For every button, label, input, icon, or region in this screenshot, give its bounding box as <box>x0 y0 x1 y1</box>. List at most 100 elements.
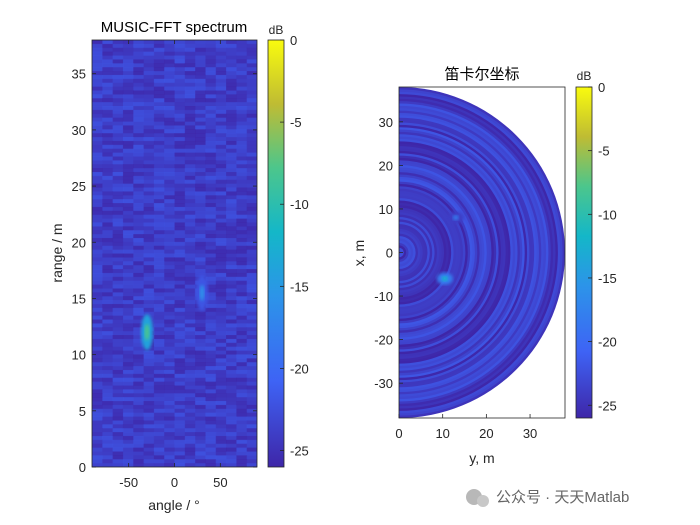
chart-2-colorbar-tick-label: -20 <box>598 335 617 350</box>
chart-1-cell <box>246 74 257 80</box>
chart-1-cell <box>164 47 175 53</box>
chart-1-cell <box>215 401 227 406</box>
chart-1-cell <box>164 203 175 208</box>
chart-1-cell <box>174 342 186 348</box>
chart-1-cell <box>215 249 227 254</box>
chart-1-cell <box>122 397 134 402</box>
chart-1-cell <box>184 102 196 107</box>
chart-1-cell <box>205 113 217 119</box>
chart-1-cell <box>133 463 145 467</box>
chart-1-cell <box>133 319 145 324</box>
chart-1-cell <box>102 117 114 123</box>
chart-1-cell <box>92 144 103 150</box>
chart-1-cell <box>236 331 248 336</box>
chart-1-cell <box>205 323 217 328</box>
chart-1-cell <box>92 195 103 200</box>
chart-1-cell <box>164 397 175 402</box>
chart-1-cell <box>122 307 134 313</box>
chart-1-cell <box>246 420 257 425</box>
chart-1-cell <box>112 307 124 313</box>
watermark-text: 公众号 · 天天Matlab <box>496 489 629 506</box>
chart-2-x-tick-label: 0 <box>395 426 402 441</box>
chart-1-cell <box>143 311 155 317</box>
chart-1-cell <box>174 109 186 115</box>
chart-1-cell <box>236 459 248 464</box>
chart-1-cell <box>226 443 237 449</box>
chart-1-cell <box>205 59 217 64</box>
chart-1-cell <box>236 280 248 286</box>
chart-1-cell <box>92 199 103 204</box>
chart-1-cell <box>164 171 175 177</box>
chart-1-cell <box>174 369 186 375</box>
chart-1-cell <box>236 292 248 297</box>
chart-1-cell <box>133 71 145 76</box>
chart-1-cell <box>195 90 206 95</box>
chart-1-cell <box>174 210 186 216</box>
chart-1-cell <box>226 420 237 425</box>
chart-1-cell <box>195 222 206 227</box>
chart-1-cell <box>174 195 186 200</box>
chart-1-cell <box>174 416 186 421</box>
chart-1-cell <box>112 346 124 352</box>
chart-1-cell <box>112 272 124 278</box>
chart-1-cell <box>205 206 217 212</box>
chart-1-cell <box>102 234 114 239</box>
chart-1-cell <box>205 272 217 278</box>
chart-1-cell <box>226 187 237 192</box>
chart-1-cell <box>205 203 217 208</box>
chart-1-cell <box>184 82 196 88</box>
chart-1-cell <box>236 187 248 192</box>
chart-1-cell <box>184 435 196 441</box>
chart-1-cell <box>164 55 175 60</box>
chart-1-cell <box>112 175 124 181</box>
chart-1-cell <box>143 350 155 355</box>
chart-1-cell <box>112 253 124 258</box>
chart-1-cell <box>164 210 175 216</box>
chart-1-cell <box>205 307 217 313</box>
chart-1-cell <box>195 230 206 235</box>
chart-1-cell <box>143 463 155 467</box>
chart-1-cell <box>246 288 257 293</box>
chart-1-cell <box>246 272 257 278</box>
chart-1-cell <box>164 133 175 138</box>
chart-1-cell <box>236 121 248 126</box>
chart-1-cell <box>153 381 165 386</box>
chart-1-cell <box>122 133 134 138</box>
chart-1-cell <box>133 296 145 301</box>
chart-1-cell <box>102 179 114 185</box>
chart-1-cell <box>153 140 165 146</box>
chart-1-cell <box>195 144 206 150</box>
chart-1-cell <box>122 144 134 150</box>
chart-1-cell <box>164 187 175 192</box>
chart-1-cell <box>226 226 237 231</box>
chart-1-cell <box>226 439 237 445</box>
chart-1-cell <box>215 292 227 297</box>
chart-1-cell <box>102 245 114 251</box>
chart-1-cell <box>205 401 217 406</box>
chart-1-cell <box>92 276 103 282</box>
chart-1-cell <box>174 179 186 185</box>
chart-2-colorbar <box>575 86 593 419</box>
chart-1-cell <box>246 342 257 348</box>
chart-1-cell <box>102 67 114 72</box>
chart-1-cell <box>226 455 237 460</box>
chart-1-cell <box>205 245 217 251</box>
chart-1-cell <box>122 241 134 247</box>
chart-1-cell <box>122 389 134 394</box>
chart-1-cell <box>205 74 217 80</box>
chart-1-cell <box>133 164 145 169</box>
chart-1-cell <box>246 451 257 456</box>
chart-1-cell <box>236 249 248 254</box>
chart-1-cell <box>246 148 257 154</box>
chart-1-cell <box>195 164 206 169</box>
chart-1-cell <box>112 102 124 107</box>
chart-1-cell <box>92 463 103 467</box>
chart-1-cell <box>174 284 186 289</box>
chart-1-cell <box>226 40 237 45</box>
chart-1-cell <box>246 144 257 150</box>
chart-1-colorbar-tick-label: -25 <box>290 444 309 459</box>
chart-1-cell <box>195 78 206 84</box>
chart-1-cell <box>102 358 114 363</box>
chart-1-cell <box>215 443 227 449</box>
chart-1-cell <box>226 121 237 126</box>
